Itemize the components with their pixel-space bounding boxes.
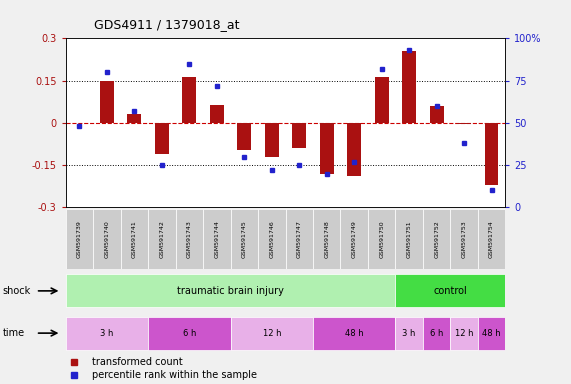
Bar [395,275,505,307]
Text: 6 h: 6 h [183,329,196,338]
Bar [148,209,176,269]
Bar [451,317,478,349]
Bar [478,317,505,349]
Text: GSM591743: GSM591743 [187,220,192,258]
Bar [265,123,279,157]
Bar [313,209,340,269]
Bar [176,209,203,269]
Text: traumatic brain injury: traumatic brain injury [177,286,284,296]
Bar [93,209,120,269]
Text: GSM591749: GSM591749 [352,220,357,258]
Bar [368,209,395,269]
Bar [100,81,114,123]
Text: 6 h: 6 h [430,329,443,338]
Bar [423,209,451,269]
Bar [403,51,416,123]
Text: 12 h: 12 h [455,329,473,338]
Bar [66,209,93,269]
Text: 48 h: 48 h [482,329,501,338]
Bar [320,123,333,174]
Text: GDS4911 / 1379018_at: GDS4911 / 1379018_at [94,18,240,31]
Bar [430,106,444,123]
Text: 3 h: 3 h [100,329,114,338]
Text: 3 h: 3 h [403,329,416,338]
Bar [457,123,471,124]
Bar [66,275,395,307]
Text: GSM591754: GSM591754 [489,220,494,258]
Bar [451,209,478,269]
Bar [347,123,361,176]
Text: 12 h: 12 h [263,329,281,338]
Bar [395,209,423,269]
Bar [423,317,451,349]
Text: GSM591751: GSM591751 [407,220,412,258]
Bar [120,209,148,269]
Text: shock: shock [3,286,31,296]
Text: GSM591748: GSM591748 [324,220,329,258]
Text: GSM591741: GSM591741 [132,220,137,258]
Bar [258,209,286,269]
Text: GSM591742: GSM591742 [159,220,164,258]
Bar [238,123,251,150]
Bar [155,123,168,154]
Text: GSM591746: GSM591746 [270,220,274,258]
Bar [375,77,388,123]
Bar [340,209,368,269]
Text: GSM591740: GSM591740 [104,220,110,258]
Text: GSM591747: GSM591747 [297,220,301,258]
Bar [66,317,148,349]
Bar [485,123,498,185]
Bar [210,104,224,123]
Bar [478,209,505,269]
Text: transformed count: transformed count [92,357,183,367]
Text: time: time [3,328,25,338]
Text: percentile rank within the sample: percentile rank within the sample [92,370,257,381]
Text: GSM591739: GSM591739 [77,220,82,258]
Text: GSM591752: GSM591752 [434,220,439,258]
Bar [203,209,231,269]
Text: GSM591744: GSM591744 [214,220,219,258]
Text: GSM591750: GSM591750 [379,220,384,258]
Bar [148,317,231,349]
Bar [231,209,258,269]
Bar [183,77,196,123]
Bar [395,317,423,349]
Bar [292,123,306,148]
Bar [127,114,141,123]
Text: GSM591745: GSM591745 [242,220,247,258]
Text: GSM591753: GSM591753 [461,220,467,258]
Bar [231,317,313,349]
Bar [313,317,395,349]
Text: control: control [433,286,467,296]
Bar [286,209,313,269]
Text: 48 h: 48 h [345,329,364,338]
